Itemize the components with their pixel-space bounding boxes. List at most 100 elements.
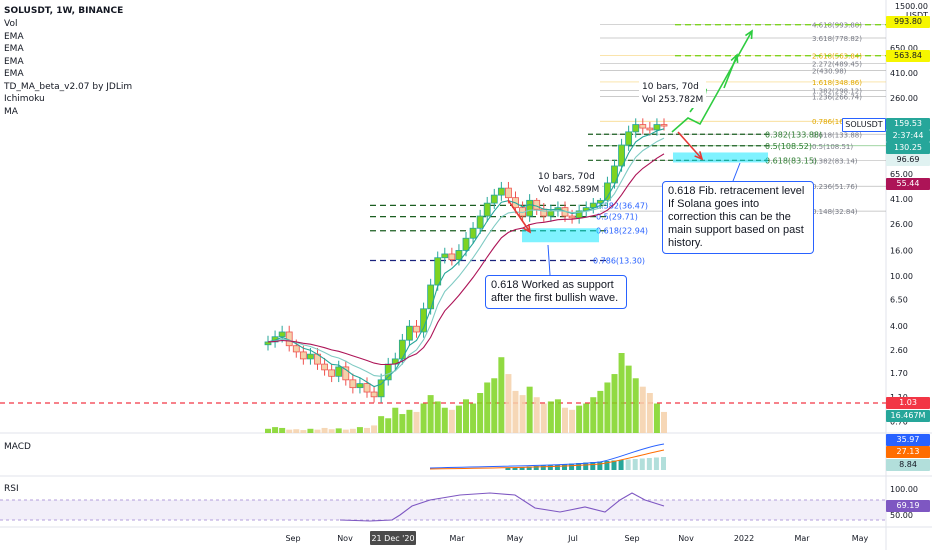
candle-body <box>307 353 314 360</box>
rsi-tick-label: 100.00 <box>890 485 918 494</box>
macd-histogram-bar <box>540 465 546 470</box>
candle-body <box>526 199 534 217</box>
macd-histogram-bar <box>576 463 582 470</box>
volume-bar <box>463 399 469 433</box>
volume-bar <box>477 393 484 433</box>
ema-line-fast <box>267 128 665 388</box>
price-tick-label: 260.00 <box>890 94 918 103</box>
time-label: May <box>507 534 524 543</box>
macd-histogram-bar <box>632 459 638 470</box>
indicator-label[interactable]: EMA <box>4 56 24 67</box>
rsi-label: RSI <box>4 484 19 494</box>
macd-histogram-bar <box>646 458 652 470</box>
candle-body <box>356 383 364 389</box>
volume-bar <box>505 374 512 433</box>
volume-bar <box>547 401 554 433</box>
macd-histogram-bar <box>597 461 603 470</box>
candle-body <box>335 366 343 377</box>
volume-bar <box>484 382 491 433</box>
volume-bar <box>653 403 660 433</box>
candle-body <box>328 369 336 377</box>
indicator-label[interactable]: Vol <box>4 19 18 29</box>
fib-level-label: 1.618(348.86) <box>812 79 862 87</box>
fib-level-label: 0.382(83.14) <box>812 157 858 165</box>
price-tick-label: 10.00 <box>890 272 913 281</box>
macd-histogram-bar <box>554 464 560 470</box>
note-connector <box>547 244 551 276</box>
fib-level-label: 2(430.98) <box>812 67 847 75</box>
candle-body <box>497 187 505 196</box>
candle-body <box>547 210 555 217</box>
volume-bar <box>448 409 455 433</box>
macd-histogram-bar <box>604 461 610 470</box>
candle-body <box>505 187 512 199</box>
fib-level-label: 0.618(133.88) <box>812 131 862 139</box>
signal-tag: 27.13 <box>886 446 930 458</box>
time-label: Nov <box>337 534 353 543</box>
candle-body <box>625 131 633 146</box>
axis-top-value: 1500.00 <box>894 2 928 11</box>
macd-line <box>429 443 665 469</box>
price-tag-993: 993.80 <box>886 16 930 28</box>
candle-body <box>349 379 357 389</box>
axis-currency-label: USDT <box>895 11 928 20</box>
note-first-wave[interactable]: 0.618 Worked as support after the first … <box>485 275 627 309</box>
price-tick-label: 26.00 <box>890 220 913 229</box>
indicator-label[interactable]: TD_MA_beta_v2.07 by JDLim <box>4 81 133 92</box>
bars-range-1-line2: Vol 253.782M <box>642 95 704 105</box>
volume-bar <box>569 409 576 433</box>
rsi-tick-label: 50.00 <box>890 511 913 520</box>
fib-level-label: 4.618(993.80) <box>812 22 862 30</box>
volume-bar <box>286 429 293 433</box>
price-tick-label: 650.00 <box>890 44 918 53</box>
price-tick-label: 2.60 <box>890 346 908 355</box>
indicator-label[interactable]: Ichimoku <box>4 94 45 104</box>
crosshair-date-bg <box>370 531 416 545</box>
candle-body <box>611 165 618 184</box>
volume-bar <box>498 357 505 433</box>
candle-body <box>434 257 442 286</box>
fib-low-label: 0.786(13.30) <box>593 257 645 266</box>
volume-bar <box>427 395 434 433</box>
price-tick-label: 410.00 <box>890 69 918 78</box>
note-fib-support[interactable]: 0.618 Fib. retracement level If Solana g… <box>662 181 814 254</box>
volume-bar <box>413 411 420 433</box>
volume-bar <box>364 427 370 433</box>
volume-bar <box>314 429 321 433</box>
volume-bar <box>392 407 399 433</box>
bars-range-2-line2: Vol 482.589M <box>538 185 600 195</box>
candle-body <box>377 379 385 398</box>
symbol-tag: SOLUSDT <box>842 118 886 132</box>
bars-range-2-line1: 10 bars, 70d <box>538 172 595 182</box>
macd-histogram-bar <box>611 460 617 470</box>
volume-bar <box>335 428 342 433</box>
indicator-label[interactable]: EMA <box>4 44 24 54</box>
fib-level-label: 0.148(32.84) <box>812 208 858 216</box>
candle-body <box>660 124 668 127</box>
macd-histogram-bar <box>639 458 645 470</box>
rsi-band <box>0 500 886 520</box>
indicator-label[interactable]: EMA <box>4 69 24 79</box>
candle-body <box>278 331 286 338</box>
bars-range-label-1: 10 bars, 70d Vol 253.782M <box>639 80 707 108</box>
indicator-label[interactable]: MA <box>4 106 18 117</box>
volume-bar <box>632 378 639 433</box>
fib-level-label: 0.236(51.76) <box>812 183 858 191</box>
candle-body <box>321 363 328 371</box>
volume-bar <box>441 407 448 433</box>
macd-histogram-bar <box>661 457 666 470</box>
candle-body <box>618 144 625 167</box>
candle-body <box>469 227 477 239</box>
volume-bar <box>611 374 618 433</box>
volume-bar <box>265 428 271 433</box>
time-label: 21 Dec '20 <box>371 534 414 543</box>
rsi-tag: 69.19 <box>886 500 930 512</box>
candle-body <box>462 237 470 251</box>
volume-bar <box>554 399 561 433</box>
volume-bar <box>625 365 632 433</box>
volume-bar <box>279 427 286 433</box>
volume-bar <box>540 403 547 433</box>
indicator-label[interactable]: EMA <box>4 31 24 42</box>
macd-histogram-bar <box>625 459 631 470</box>
